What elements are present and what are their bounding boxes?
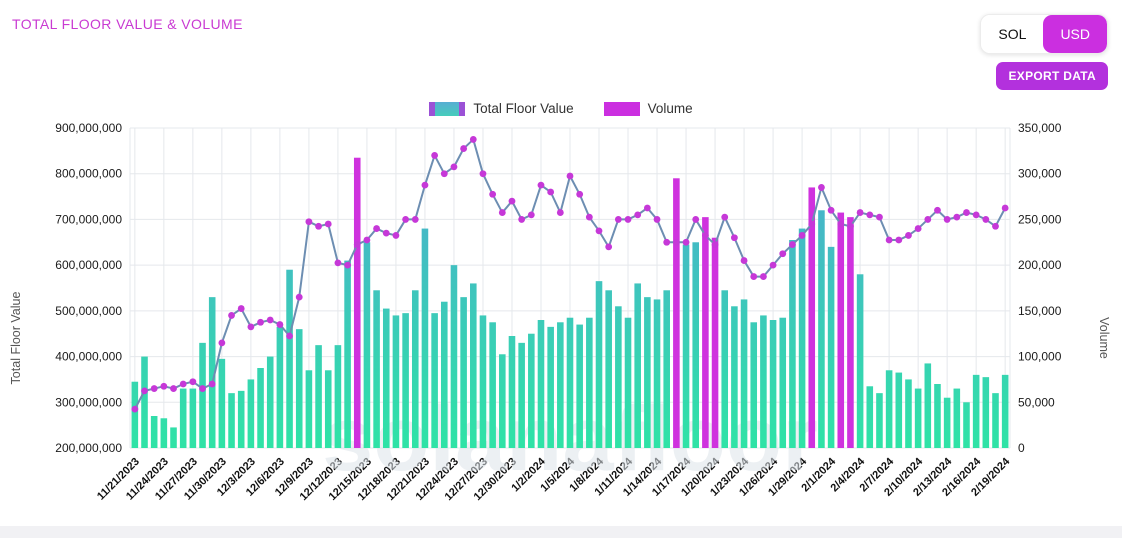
floor-value-bars[interactable] — [131, 157, 1009, 448]
svg-text:300,000,000: 300,000,000 — [55, 395, 122, 409]
legend-label-volume: Volume — [647, 101, 693, 116]
currency-toggle: SOL USD — [980, 14, 1108, 54]
svg-text:Volume: Volume — [1097, 317, 1111, 359]
legend-item-volume[interactable]: Volume — [603, 101, 693, 116]
svg-text:500,000,000: 500,000,000 — [55, 304, 122, 318]
volume-line-markers — [131, 136, 1009, 413]
svg-text:800,000,000: 800,000,000 — [55, 167, 122, 181]
currency-option-usd[interactable]: USD — [1043, 15, 1107, 53]
svg-text:350,000: 350,000 — [1018, 121, 1062, 135]
svg-text:300,000: 300,000 — [1018, 167, 1062, 181]
export-data-button[interactable]: EXPORT DATA — [996, 62, 1108, 90]
chart-legend: Total Floor Value Volume — [0, 101, 1122, 116]
volume-swatch-icon — [603, 101, 640, 116]
svg-text:250,000: 250,000 — [1018, 212, 1062, 226]
svg-text:100,000: 100,000 — [1018, 350, 1062, 364]
page-title: TOTAL FLOOR VALUE & VOLUME — [12, 16, 243, 32]
svg-text:600,000,000: 600,000,000 — [55, 258, 122, 272]
svg-text:700,000,000: 700,000,000 — [55, 212, 122, 226]
currency-option-sol[interactable]: SOL — [981, 15, 1044, 53]
y-axis-tick-labels: 200,000,000 0 300,000,000 50,000 400,000,000… — [55, 121, 1061, 455]
combo-chart[interactable]: 200,000,000 0 300,000,000 50,000 400,000,000… — [0, 118, 1122, 538]
svg-text:900,000,000: 900,000,000 — [55, 121, 122, 135]
svg-text:400,000,000: 400,000,000 — [55, 350, 122, 364]
svg-text:200,000: 200,000 — [1018, 258, 1062, 272]
chart-controls: SOL USD EXPORT DATA — [980, 14, 1108, 90]
legend-item-floor-value[interactable]: Total Floor Value — [429, 101, 574, 116]
svg-text:50,000: 50,000 — [1018, 395, 1055, 409]
floor-value-swatch-icon — [429, 101, 466, 116]
svg-text:Total Floor Value: Total Floor Value — [9, 292, 23, 385]
axis-titles: Total Floor Value Volume — [9, 292, 1111, 385]
svg-text:150,000: 150,000 — [1018, 304, 1062, 318]
legend-label-floor-value: Total Floor Value — [473, 101, 574, 116]
svg-text:0: 0 — [1018, 441, 1025, 455]
svg-text:200,000,000: 200,000,000 — [55, 441, 122, 455]
